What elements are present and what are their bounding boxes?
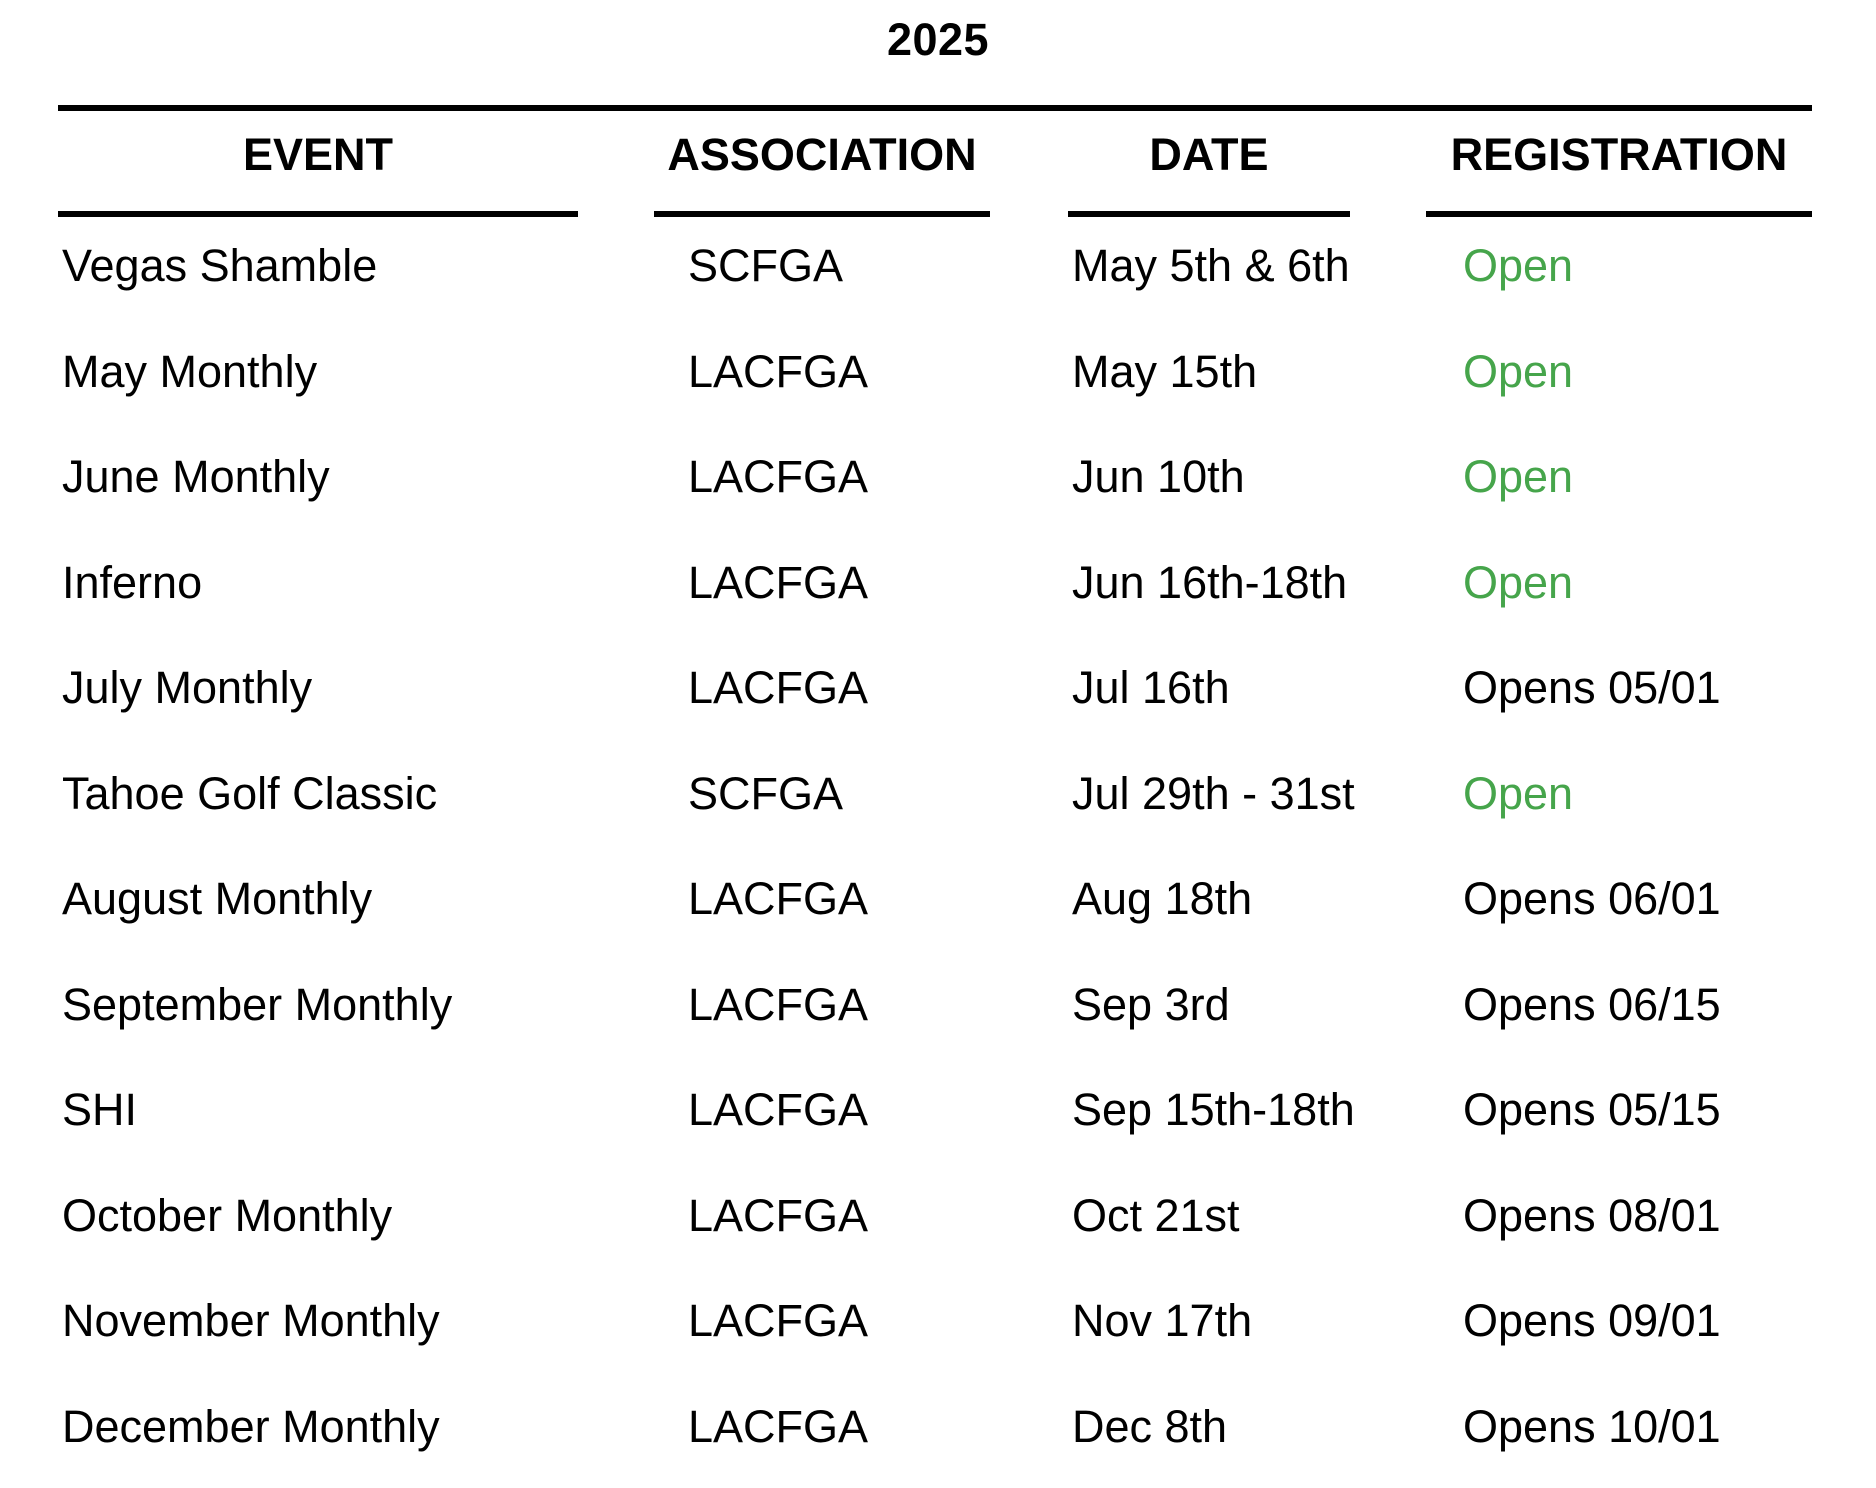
- column-header-event: EVENT: [242, 129, 394, 180]
- table-row: August Monthly LACFGA Aug 18th Opens 06/…: [0, 873, 1876, 979]
- table-row: October Monthly LACFGA Oct 21st Opens 08…: [0, 1190, 1876, 1296]
- event-name: May Monthly: [62, 345, 318, 397]
- registration-status: Opens 06/01: [1463, 873, 1721, 924]
- event-name: Vegas Shamble: [62, 240, 378, 291]
- association-name: SCFGA: [688, 767, 844, 819]
- event-name: September Monthly: [62, 978, 453, 1030]
- table-row: Inferno LACFGA Jun 16th-18th Open: [0, 557, 1876, 663]
- association-name: LACFGA: [688, 1295, 869, 1346]
- event-date: Jul 29th - 31st: [1072, 767, 1355, 819]
- association-name: LACFGA: [688, 451, 869, 502]
- registration-header-underline: [1426, 211, 1812, 217]
- event-date: Sep 15th-18th: [1072, 1084, 1355, 1135]
- event-name: June Monthly: [62, 451, 330, 502]
- column-header-date: DATE: [1149, 129, 1269, 180]
- page-title: 2025: [886, 14, 990, 65]
- event-name: Inferno: [62, 556, 203, 608]
- table-row: November Monthly LACFGA Nov 17th Opens 0…: [0, 1295, 1876, 1401]
- table-row: December Monthly LACFGA Dec 8th Opens 10…: [0, 1401, 1876, 1488]
- registration-status: Open: [1463, 240, 1574, 291]
- registration-status: Opens 08/01: [1463, 1189, 1721, 1241]
- header-top-divider: [58, 105, 1812, 111]
- registration-status: Open: [1463, 345, 1574, 397]
- event-date: Oct 21st: [1072, 1189, 1240, 1241]
- association-name: LACFGA: [688, 1400, 869, 1452]
- registration-status: Opens 05/15: [1463, 1084, 1721, 1135]
- association-name: LACFGA: [688, 556, 869, 608]
- event-name: November Monthly: [62, 1295, 440, 1346]
- association-name: LACFGA: [688, 345, 869, 397]
- registration-status: Open: [1463, 451, 1574, 502]
- registration-status: Opens 05/01: [1463, 662, 1721, 713]
- registration-status: Open: [1463, 556, 1574, 608]
- event-date: Sep 3rd: [1072, 978, 1230, 1030]
- event-name: October Monthly: [62, 1189, 393, 1241]
- association-name: LACFGA: [688, 662, 869, 713]
- association-name: LACFGA: [688, 873, 869, 924]
- association-name: LACFGA: [688, 1084, 869, 1135]
- event-name: December Monthly: [62, 1400, 440, 1452]
- registration-status: Opens 09/01: [1463, 1295, 1721, 1346]
- table-row: May Monthly LACFGA May 15th Open: [0, 346, 1876, 452]
- table-row: Tahoe Golf Classic SCFGA Jul 29th - 31st…: [0, 768, 1876, 874]
- registration-status: Opens 06/15: [1463, 978, 1721, 1030]
- association-header-underline: [654, 211, 990, 217]
- table-row: SHI LACFGA Sep 15th-18th Opens 05/15: [0, 1084, 1876, 1190]
- event-header-underline: [58, 211, 578, 217]
- event-date: Aug 18th: [1072, 873, 1253, 924]
- event-name: Tahoe Golf Classic: [62, 767, 438, 819]
- event-name: July Monthly: [62, 662, 313, 713]
- event-date: May 15th: [1072, 345, 1258, 397]
- event-date: Jun 10th: [1072, 451, 1245, 502]
- event-date: May 5th & 6th: [1072, 240, 1350, 291]
- registration-status: Opens 10/01: [1463, 1400, 1721, 1452]
- table-row: Vegas Shamble SCFGA May 5th & 6th Open: [0, 240, 1876, 346]
- event-name: August Monthly: [62, 873, 373, 924]
- association-name: LACFGA: [688, 1189, 869, 1241]
- association-name: LACFGA: [688, 978, 869, 1030]
- registration-status: Open: [1463, 767, 1574, 819]
- event-date: Nov 17th: [1072, 1295, 1253, 1346]
- date-header-underline: [1068, 211, 1350, 217]
- event-date: Dec 8th: [1072, 1400, 1228, 1452]
- column-header-registration: REGISTRATION: [1450, 129, 1788, 180]
- table-row: September Monthly LACFGA Sep 3rd Opens 0…: [0, 979, 1876, 1085]
- table-row: June Monthly LACFGA Jun 10th Open: [0, 451, 1876, 557]
- event-date: Jul 16th: [1072, 662, 1230, 713]
- event-name: SHI: [62, 1084, 138, 1135]
- event-date: Jun 16th-18th: [1072, 556, 1348, 608]
- event-table-body: Vegas Shamble SCFGA May 5th & 6th Open M…: [0, 240, 1876, 1488]
- column-header-association: ASSOCIATION: [667, 129, 977, 180]
- association-name: SCFGA: [688, 240, 844, 291]
- table-row: July Monthly LACFGA Jul 16th Opens 05/01: [0, 662, 1876, 768]
